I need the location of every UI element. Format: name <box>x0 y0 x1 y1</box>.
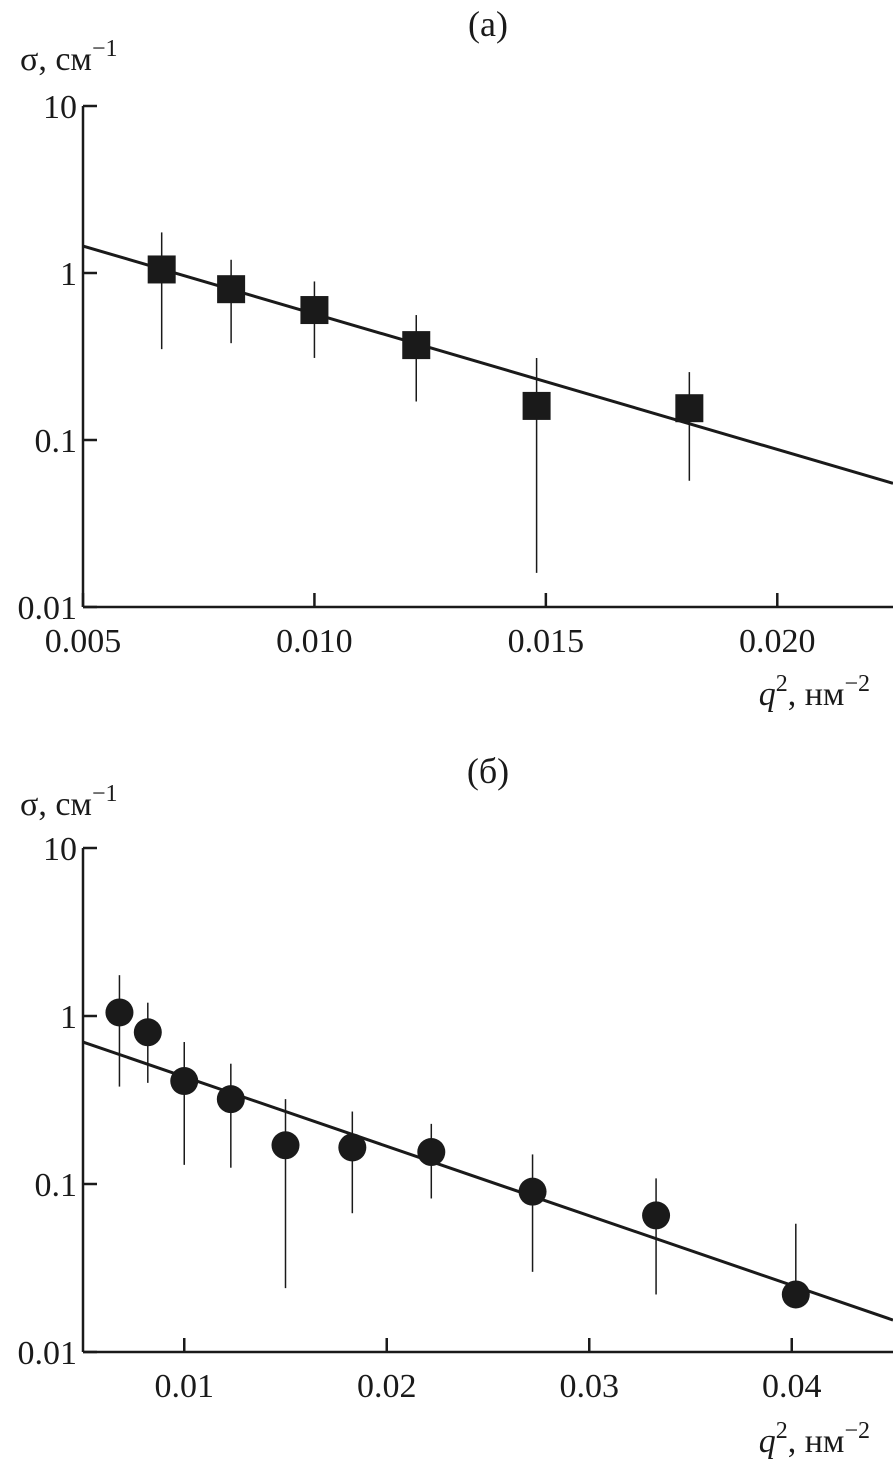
data-point <box>271 1131 300 1160</box>
x-axis-label-unit: , нм <box>788 1423 845 1460</box>
data-point <box>417 1138 446 1167</box>
data-point <box>781 1280 810 1309</box>
y-tick-label: 10 <box>43 831 77 868</box>
x-tick-label: 0.015 <box>508 623 585 660</box>
fit-line-group <box>82 244 893 485</box>
fit-line-group <box>82 1040 893 1322</box>
y-axis-label-exponent: −1 <box>92 36 118 62</box>
y-axis-label-exponent: −1 <box>92 781 118 807</box>
y-axis-label-text: σ, см <box>20 41 92 78</box>
data-points <box>147 255 704 423</box>
data-point <box>522 391 551 420</box>
y-tick-label: 0.01 <box>18 1335 78 1372</box>
x-tick-label: 0.02 <box>357 1368 417 1405</box>
x-axis-label-symbol: q <box>759 676 776 713</box>
x-tick-label: 0.010 <box>276 623 353 660</box>
data-point <box>217 275 246 304</box>
y-tick-label: 0.1 <box>35 1167 78 1204</box>
data-point <box>170 1067 199 1096</box>
y-tick-label: 0.1 <box>35 423 78 460</box>
data-point <box>675 394 704 423</box>
x-tick-label: 0.01 <box>155 1368 215 1405</box>
data-point <box>105 998 134 1027</box>
y-axis-label: σ, см−1 <box>20 36 117 78</box>
x-axis-label-unit: , нм <box>788 676 845 713</box>
x-tick-label: 0.005 <box>45 623 122 660</box>
x-ticks: 0.005 0.010 0.015 0.020 <box>45 593 816 660</box>
fit-line <box>82 244 893 485</box>
data-point <box>147 255 176 284</box>
x-tick-label: 0.020 <box>739 623 816 660</box>
data-point <box>216 1085 245 1114</box>
x-axis-label-unit-exponent: −2 <box>844 671 870 697</box>
x-tick-label: 0.03 <box>560 1368 620 1405</box>
data-points <box>105 998 810 1309</box>
data-point <box>642 1201 671 1230</box>
x-axis-label-power: 2 <box>776 671 788 697</box>
y-ticks: 0.01 0.1 1 10 <box>18 831 97 1372</box>
x-tick-label: 0.04 <box>762 1368 822 1405</box>
data-point <box>402 331 431 360</box>
x-axis-label-symbol: q <box>759 1423 776 1460</box>
y-tick-label: 1 <box>60 999 77 1036</box>
chart-title: (б) <box>467 751 509 791</box>
data-point <box>133 1018 162 1047</box>
y-tick-label: 1 <box>60 256 77 293</box>
fit-line <box>82 1040 893 1322</box>
data-point <box>338 1133 367 1162</box>
x-axis-label: q2, нм−2 <box>759 671 870 713</box>
y-axis-label: σ, см−1 <box>20 781 117 823</box>
chart-title: (а) <box>468 4 508 44</box>
x-axis-label-power: 2 <box>776 1418 788 1444</box>
y-ticks: 0.01 0.1 1 10 <box>18 89 97 627</box>
y-tick-label: 0.01 <box>18 590 78 627</box>
y-tick-label: 10 <box>43 89 77 126</box>
y-axis-label-text: σ, см <box>20 786 92 823</box>
data-point <box>518 1177 547 1206</box>
x-axis-label-unit-exponent: −2 <box>844 1418 870 1444</box>
x-axis-label: q2, нм−2 <box>759 1418 870 1460</box>
data-point <box>300 296 329 325</box>
x-ticks: 0.01 0.02 0.03 0.04 <box>155 1338 822 1405</box>
